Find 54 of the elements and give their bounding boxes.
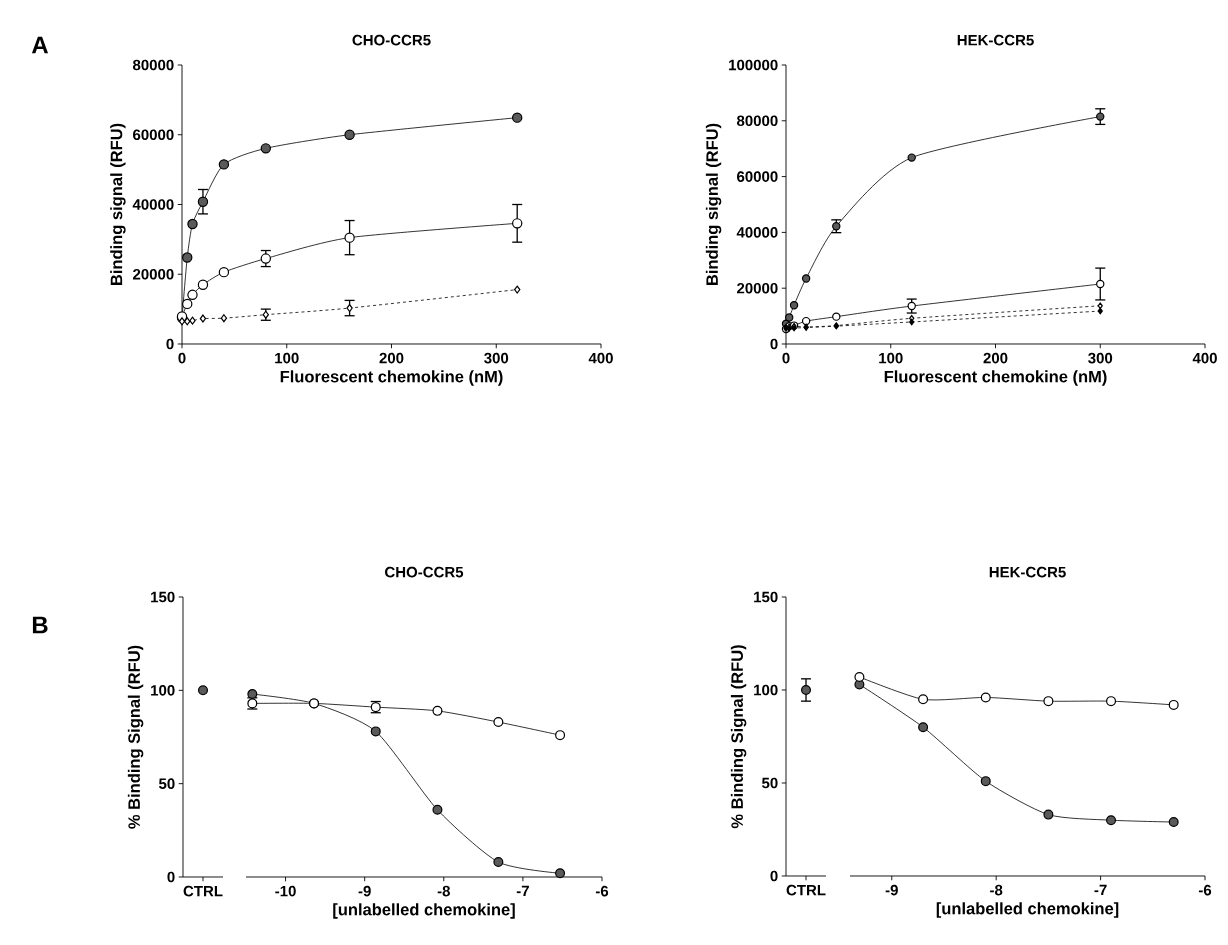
- x-tick-label: CTRL: [786, 884, 826, 896]
- x-tick-label: 200: [379, 352, 404, 364]
- x-tick-label: -6: [1198, 884, 1212, 896]
- x-axis-title: Fluorescent chemokine (nM): [884, 370, 1107, 386]
- x-tick-label: -8: [437, 885, 450, 897]
- x-tick-label: -7: [516, 885, 529, 897]
- x-axis-title: [unlabelled chemokine]: [936, 902, 1119, 918]
- x-tick-label: 200: [983, 352, 1008, 364]
- x-tick-label: -6: [595, 885, 609, 897]
- x-tick-label: 300: [484, 352, 509, 364]
- x-tick-label: 400: [588, 352, 613, 364]
- chart-title: HEK-CCR5: [989, 566, 1066, 578]
- x-tick-label: 100: [879, 352, 903, 364]
- chart-title: CHO-CCR5: [385, 566, 464, 578]
- y-axis-title: % Binding Signal (RFU): [730, 645, 747, 829]
- chart-title: HEK-CCR5: [957, 34, 1034, 46]
- y-tick-label: 80000: [736, 115, 778, 127]
- y-tick-label: 60000: [133, 129, 174, 141]
- y-tick-label: 60000: [737, 171, 778, 182]
- y-axis-title: Binding signal (RFU): [705, 123, 722, 285]
- y-tick-label: 40000: [736, 227, 778, 238]
- x-tick-label: 300: [1088, 352, 1113, 364]
- x-tick-label: 400: [1192, 352, 1217, 364]
- x-tick-label: 0: [782, 352, 790, 364]
- y-axis-title: Binding signal (RFU): [110, 123, 126, 285]
- x-tick-label: 100: [275, 352, 299, 364]
- y-tick-label: 0: [166, 338, 174, 350]
- y-axis-title: % Binding Signal (RFU): [127, 645, 144, 829]
- x-axis-title: Fluorescent chemokine (nM): [280, 370, 503, 386]
- y-tick-label: 20000: [133, 268, 174, 280]
- x-tick-label: -7: [1094, 884, 1107, 896]
- y-tick-label: 0: [770, 338, 778, 350]
- x-tick-label: -9: [358, 885, 371, 897]
- y-tick-label: 50: [158, 778, 175, 789]
- x-tick-label: CTRL: [183, 885, 223, 897]
- y-tick-label: 40000: [132, 199, 174, 210]
- y-tick-label: 0: [770, 870, 778, 882]
- y-tick-label: 80000: [132, 59, 174, 71]
- x-tick-label: -8: [990, 884, 1003, 896]
- y-tick-label: 150: [151, 591, 175, 603]
- x-tick-label: 0: [178, 352, 186, 364]
- y-tick-label: 100: [151, 685, 175, 696]
- y-tick-label: 100: [754, 684, 778, 696]
- y-tick-label: 0: [167, 871, 175, 883]
- x-tick-label: -9: [885, 884, 898, 896]
- x-axis-title: [unlabelled chemokine]: [333, 903, 515, 919]
- y-tick-label: 100000: [729, 59, 778, 71]
- chart-title: CHO-CCR5: [352, 34, 431, 46]
- y-tick-label: 20000: [737, 282, 778, 294]
- text: A: [31, 36, 49, 54]
- y-tick-label: 50: [761, 777, 778, 789]
- y-tick-label: 150: [754, 591, 778, 603]
- text: B: [32, 616, 48, 634]
- x-tick-label: -10: [275, 885, 296, 897]
